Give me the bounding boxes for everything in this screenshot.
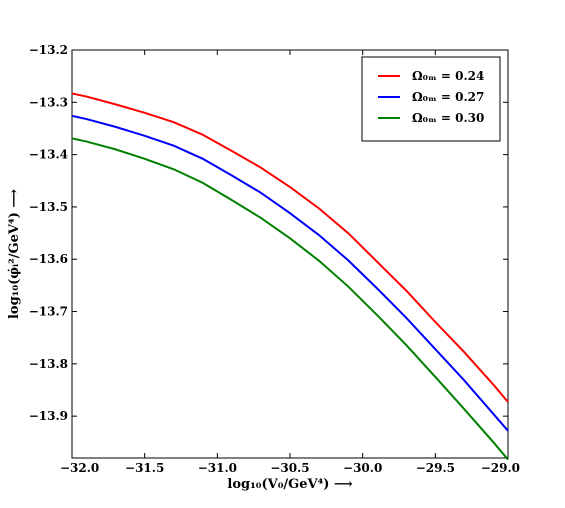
series-line-0 xyxy=(71,92,509,403)
y-tick-label: −13.9 xyxy=(29,409,68,423)
x-axis-ticks: −32.0 −31.5 −31.0 −30.5 −30.0 −29.5 −29.0 xyxy=(60,50,520,475)
x-axis-label: log₁₀(V₀/GeV⁴) ⟶ xyxy=(227,477,353,492)
x-tick-label: −31.5 xyxy=(125,461,164,475)
y-tick-label: −13.7 xyxy=(29,305,68,319)
y-tick-label: −13.4 xyxy=(29,148,68,162)
legend: Ω₀ₘ = 0.24 Ω₀ₘ = 0.27 Ω₀ₘ = 0.30 xyxy=(361,56,501,142)
x-tick-label: −29.5 xyxy=(416,461,455,475)
x-tick-label: −32.0 xyxy=(60,461,99,475)
x-tick-label: −30.0 xyxy=(343,461,382,475)
series-layer xyxy=(71,92,509,461)
y-tick-label: −13.5 xyxy=(29,200,68,214)
legend-label-2: Ω₀ₘ = 0.30 xyxy=(412,111,484,125)
x-tick-label: −30.5 xyxy=(270,461,309,475)
x-tick-label: −29.0 xyxy=(481,461,520,475)
legend-label-1: Ω₀ₘ = 0.27 xyxy=(412,90,484,104)
y-tick-label: −13.8 xyxy=(29,357,68,371)
y-axis-ticks: −13.2 −13.3 −13.4 −13.5 −13.6 −13.7 −13.8 −13.9 xyxy=(29,43,508,423)
series-line-1 xyxy=(71,114,509,432)
legend-box xyxy=(361,56,501,142)
y-axis-label: log₁₀(φ̇ᵢ²/GeV⁴) ⟶ xyxy=(7,189,22,319)
series-line-2 xyxy=(71,137,509,461)
y-tick-label: −13.6 xyxy=(29,252,68,266)
y-tick-label: −13.2 xyxy=(29,43,68,57)
x-tick-label: −31.0 xyxy=(198,461,237,475)
legend-label-0: Ω₀ₘ = 0.24 xyxy=(412,69,484,83)
y-tick-label: −13.3 xyxy=(29,95,68,109)
